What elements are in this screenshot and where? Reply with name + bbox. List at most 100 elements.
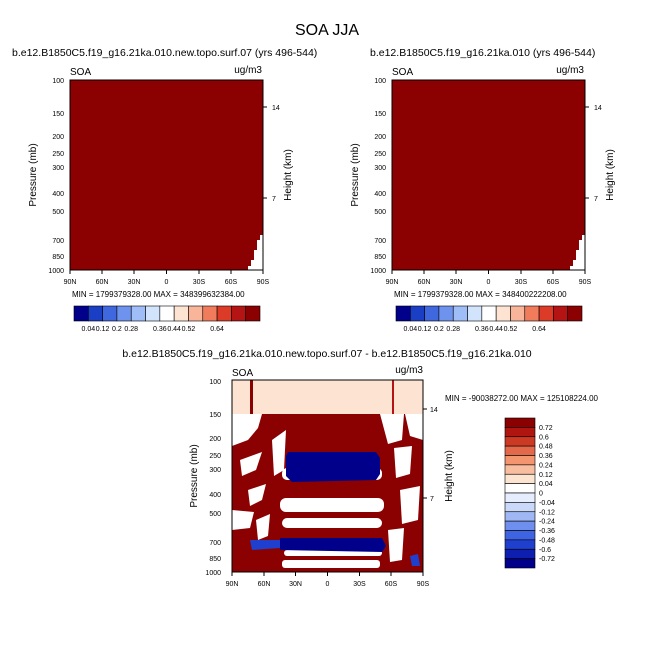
x-ticks: 90N 60N 30N 0 30S 60S 90S	[64, 270, 270, 286]
y-tick-label: 250	[209, 453, 221, 460]
colorbar-swatch	[467, 305, 483, 322]
colorbar-swatch	[504, 539, 536, 550]
x-tick-label: 0	[165, 279, 169, 286]
white-patch	[380, 414, 404, 444]
colorbar-swatch	[538, 305, 554, 322]
y-right-tick-label: 7	[430, 496, 434, 503]
colorbar-label: 0.12	[96, 326, 110, 333]
x-tick-label: 60N	[418, 279, 431, 286]
colorbar-label: -0.48	[539, 537, 555, 544]
y-tick-label: 150	[374, 111, 386, 118]
colorbar-label: 0.72	[539, 425, 553, 432]
white-patch	[248, 484, 266, 506]
x-tick-label: 30N	[450, 279, 463, 286]
white-patch	[405, 414, 423, 440]
colorbar-swatch	[504, 511, 536, 522]
y-axis-label: Pressure (mb)	[28, 143, 39, 206]
x-tick-label: 30S	[193, 279, 206, 286]
colorbar-label: 0.64	[532, 326, 546, 333]
y-tick-label: 200	[52, 134, 64, 141]
missing-data-region	[570, 235, 585, 270]
colorbar-label: 0.24	[539, 462, 553, 469]
colorbar-swatch	[159, 305, 175, 322]
x-tick-label: 60S	[385, 581, 398, 588]
colorbar-swatch	[504, 530, 536, 541]
y-tick-label: 400	[374, 191, 386, 198]
y-axis-right-label: Height (km)	[283, 149, 294, 201]
stats-text: MIN = 1799379328.00 MAX = 348399632384.0…	[72, 290, 245, 299]
y-axis-label: Pressure (mb)	[350, 143, 361, 206]
upper-band-line	[392, 380, 394, 414]
colorbar: 0.72 0.6 0.48 0.36 0.24 0.12 0.04 0 -0.04 -0.12 -0…	[504, 417, 555, 569]
y-tick-label: 400	[52, 191, 64, 198]
x-tick-label: 0	[326, 581, 330, 588]
panel-left-label: SOA	[70, 67, 91, 78]
colorbar-label: -0.36	[539, 528, 555, 535]
colorbar-label: -0.24	[539, 519, 555, 526]
y-tick-label: 400	[209, 492, 221, 499]
colorbar: 0.04 0.12 0.2 0.28 0.36 0.44 0.52 0.64	[73, 305, 261, 333]
panel-right-label: ug/m3	[234, 65, 262, 76]
colorbar-swatch	[504, 492, 536, 503]
y-axis-right-label: Height (km)	[444, 450, 455, 502]
white-patch	[272, 430, 286, 476]
panel-top-right: b.e12.B1850C5.f19_g16.21ka.010 (yrs 496-…	[350, 47, 616, 333]
negative-blob	[280, 538, 386, 552]
y-tick-label: 500	[374, 209, 386, 216]
white-patch	[232, 510, 254, 530]
panel-top-left: b.e12.B1850C5.f19_g16.21ka.010.new.topo.…	[12, 47, 317, 333]
colorbar-swatch	[73, 305, 89, 322]
y-right-tick-label: 7	[594, 196, 598, 203]
colorbar-label: 0.44	[167, 326, 181, 333]
y-ticks: 100 150 200 250 300 400 500 700 850 1000	[370, 78, 386, 275]
colorbar-swatch	[173, 305, 189, 322]
x-tick-label: 90N	[226, 581, 239, 588]
colorbar-label: -0.12	[539, 509, 555, 516]
colorbar-label: -0.6	[539, 547, 551, 554]
colorbar-swatch	[216, 305, 232, 322]
y-tick-label: 100	[209, 379, 221, 386]
colorbar-label: 0.04	[539, 481, 553, 488]
y-tick-label: 1000	[370, 268, 386, 275]
colorbar-swatch	[504, 483, 536, 494]
x-tick-label: 90S	[579, 279, 592, 286]
colorbar-label: 0.6	[539, 434, 549, 441]
x-tick-label: 30S	[353, 581, 366, 588]
colorbar-label: -0.04	[539, 500, 555, 507]
colorbar-label: 0.2	[434, 326, 444, 333]
colorbar-label: 0.28	[124, 326, 138, 333]
white-patch	[256, 514, 270, 540]
colorbar-swatch	[504, 427, 536, 438]
colorbar-swatch	[504, 558, 536, 569]
colorbar-swatch	[145, 305, 161, 322]
colorbar-swatch	[231, 305, 246, 322]
colorbar-swatch	[504, 464, 536, 475]
colorbar-swatch	[504, 445, 536, 456]
heatmap-fill	[70, 80, 263, 270]
colorbar-swatch	[495, 305, 511, 322]
x-tick-label: 30S	[515, 279, 528, 286]
panel-right-label: ug/m3	[395, 365, 423, 376]
colorbar-swatch	[504, 502, 536, 513]
white-patch	[394, 446, 412, 478]
x-tick-label: 60S	[225, 279, 238, 286]
panel-difference: b.e12.B1850C5.f19_g16.21ka.010.new.topo.…	[122, 348, 598, 588]
y-tick-label: 300	[374, 165, 386, 172]
colorbar-label: 0.48	[539, 444, 553, 451]
white-patch	[400, 486, 420, 524]
y-ticks: 100 150 200 250 300 400 500 700 850 1000	[48, 78, 64, 275]
y-right-ticks: 14 7	[263, 105, 280, 203]
colorbar-swatch	[102, 305, 118, 322]
white-band	[282, 518, 382, 528]
panel-title: b.e12.B1850C5.f19_g16.21ka.010 (yrs 496-…	[370, 47, 595, 59]
colorbar-swatch	[504, 417, 536, 428]
colorbar-swatch	[245, 305, 261, 322]
colorbar: 0.04 0.12 0.2 0.28 0.36 0.44 0.52 0.64	[395, 305, 583, 333]
panel-left-label: SOA	[232, 368, 253, 379]
colorbar-label: 0.28	[446, 326, 460, 333]
colorbar-swatch	[452, 305, 468, 322]
y-right-ticks: 14 7	[585, 105, 602, 203]
colorbar-swatch	[504, 520, 536, 531]
colorbar-swatch	[504, 473, 536, 484]
